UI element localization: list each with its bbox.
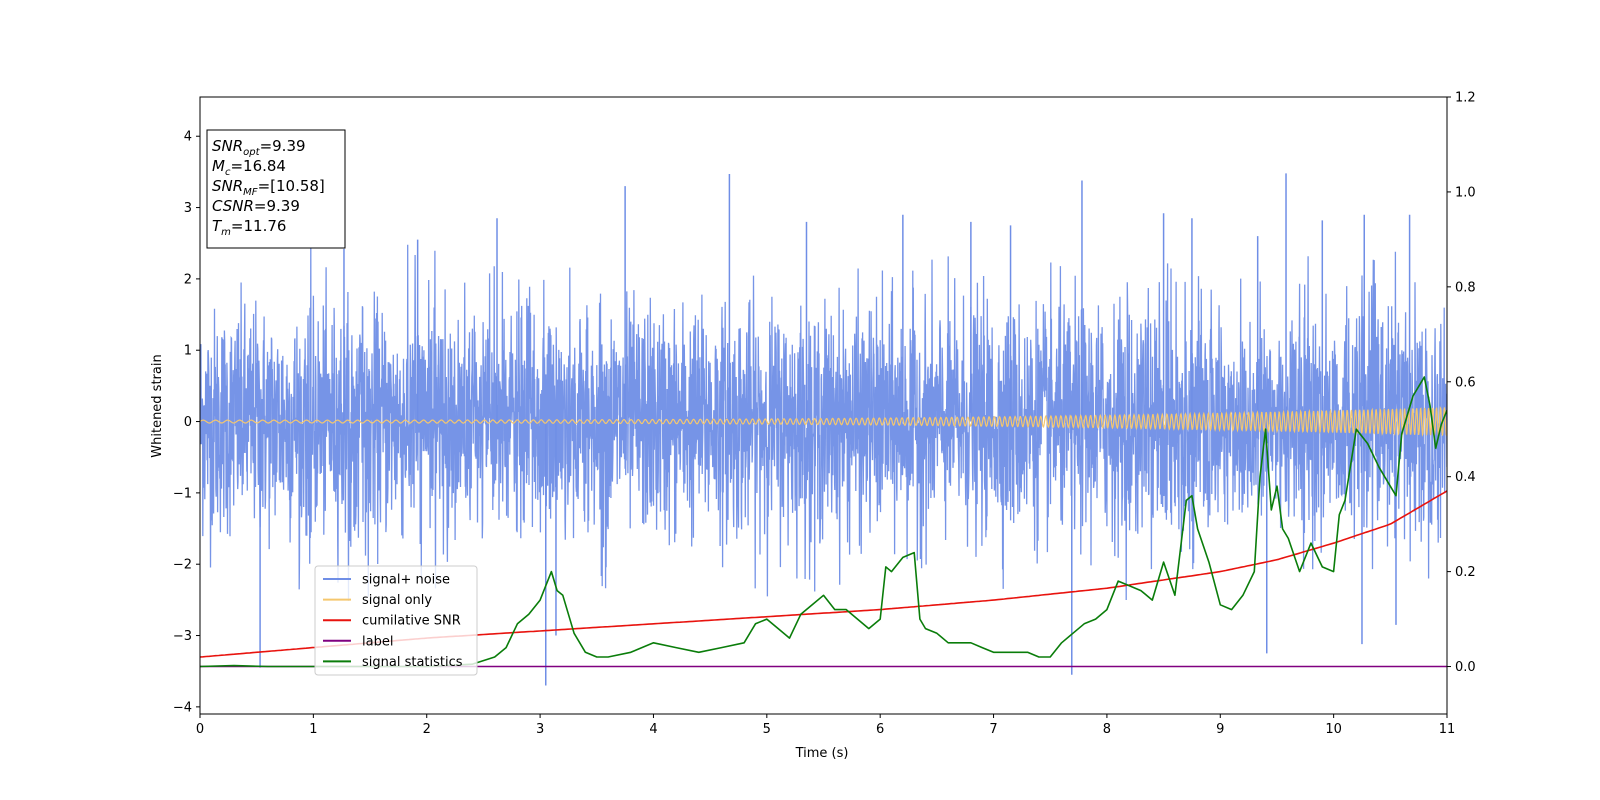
y-left-tick-label: 0: [184, 415, 192, 430]
annotation-symbol: T: [212, 217, 223, 235]
y-right-tick-label: 1.2: [1455, 91, 1476, 106]
x-tick-label: 4: [649, 722, 657, 737]
legend-entry-label: label: [362, 634, 393, 649]
annotation-line: SNRMF=[10.58]: [212, 177, 325, 198]
annotation-line: CSNR=9.39: [212, 197, 300, 215]
annotation-subscript: opt: [243, 147, 260, 158]
y-axis-left: −4 −3 −2 −1 0 1 2 3 4: [173, 130, 200, 715]
annotation-line: Mc=16.84: [212, 157, 286, 178]
y-left-tick-label: −4: [173, 700, 192, 715]
legend-entry-label: signal only: [362, 593, 432, 608]
y-axis-right: 0.0 0.2 0.4 0.6 0.8 1.0 1.2: [1447, 91, 1476, 675]
annotation-symbol: CSNR: [212, 197, 254, 215]
annotation-subscript: m: [221, 227, 231, 238]
annotation-value: =[10.58]: [258, 177, 325, 195]
x-tick-label: 5: [763, 722, 771, 737]
annotation-symbol: SNR: [212, 137, 243, 155]
legend-entry-label: signal+ noise: [362, 573, 450, 588]
annotation-symbol: M: [212, 157, 225, 175]
y-right-tick-label: 0.0: [1455, 660, 1476, 675]
x-tick-label: 10: [1325, 722, 1342, 737]
annotation-value: =16.84: [230, 157, 286, 175]
series-signal-noise-line: [200, 241, 1447, 602]
x-tick-label: 9: [1216, 722, 1224, 737]
annotation-subscript: MF: [243, 187, 258, 198]
annotation-value: =9.39: [260, 137, 306, 155]
legend-entry-label: signal statistics: [362, 655, 463, 670]
y-left-tick-label: 4: [184, 130, 192, 145]
y-left-tick-label: −2: [173, 558, 192, 573]
annotation-value: =9.39: [254, 197, 300, 215]
annotation-line: SNRopt=9.39: [212, 137, 306, 158]
plot-area-frame: [199, 96, 1448, 715]
y-right-tick-label: 0.6: [1455, 375, 1476, 390]
y-axis-label: Whitened strain: [150, 354, 165, 457]
x-tick-label: 8: [1103, 722, 1111, 737]
series-signal-only-line: [200, 405, 1447, 437]
annotation-subscript: c: [225, 167, 231, 178]
annotation-line: Tm=11.76: [212, 217, 286, 238]
annotation-value: =11.76: [231, 217, 287, 235]
y-left-tick-label: 2: [184, 272, 192, 287]
x-tick-label: 1: [309, 722, 317, 737]
y-right-tick-label: 0.2: [1455, 565, 1476, 580]
x-tick-label: 11: [1439, 722, 1456, 737]
y-left-tick-label: 3: [184, 201, 192, 216]
legend-entry-label: cumilative SNR: [362, 614, 461, 629]
x-tick-label: 0: [196, 722, 204, 737]
legend-frame: [314, 565, 478, 676]
y-left-tick-label: −1: [173, 486, 192, 501]
annotation-symbol: SNR: [212, 177, 243, 195]
y-right-tick-label: 0.4: [1455, 470, 1476, 485]
annotation-box: SNRopt=9.39Mc=16.84SNRMF=[10.58]CSNR=9.3…: [206, 129, 346, 249]
annotation-frame: [206, 129, 346, 249]
legend: signal+ noise signal only cumilative SNR la…: [314, 565, 478, 676]
y-right-tick-label: 0.8: [1455, 280, 1476, 295]
y-left-tick-label: 1: [184, 344, 192, 359]
x-tick-label: 2: [423, 722, 431, 737]
y-right-tick-label: 1.0: [1455, 185, 1476, 200]
x-tick-label: 7: [989, 722, 997, 737]
y-left-tick-label: −3: [173, 629, 192, 644]
series-signal-statistics-line: [200, 376, 1447, 668]
x-tick-label: 3: [536, 722, 544, 737]
x-axis-label: Time (s): [795, 746, 849, 761]
x-axis: 0 1 2 3 4 5 6 7 8 9 10 11: [196, 714, 1455, 737]
x-tick-label: 6: [876, 722, 884, 737]
